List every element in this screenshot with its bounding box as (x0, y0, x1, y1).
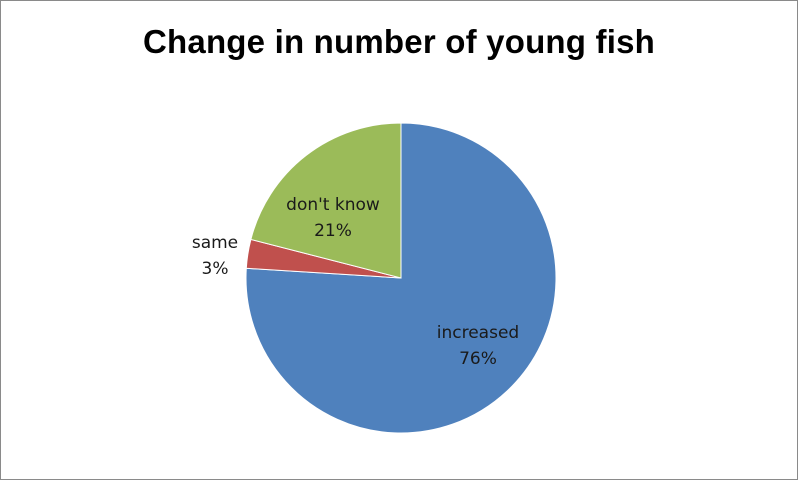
slice-value-label: 3% (202, 259, 229, 279)
pie-slice-don-t-know (250, 122, 402, 279)
slice-label: increased (437, 323, 519, 343)
chart-title: Change in number of young fish (143, 23, 655, 60)
pie-slices (245, 122, 557, 434)
slice-label: don't know (286, 195, 380, 215)
slice-value-label: 21% (314, 221, 352, 241)
pie-slice-increased (245, 122, 557, 434)
slice-label: same (192, 233, 238, 253)
slice-value-label: 76% (459, 349, 497, 369)
pie-labels: increased 76% same 3% don't know 21% (192, 195, 519, 369)
